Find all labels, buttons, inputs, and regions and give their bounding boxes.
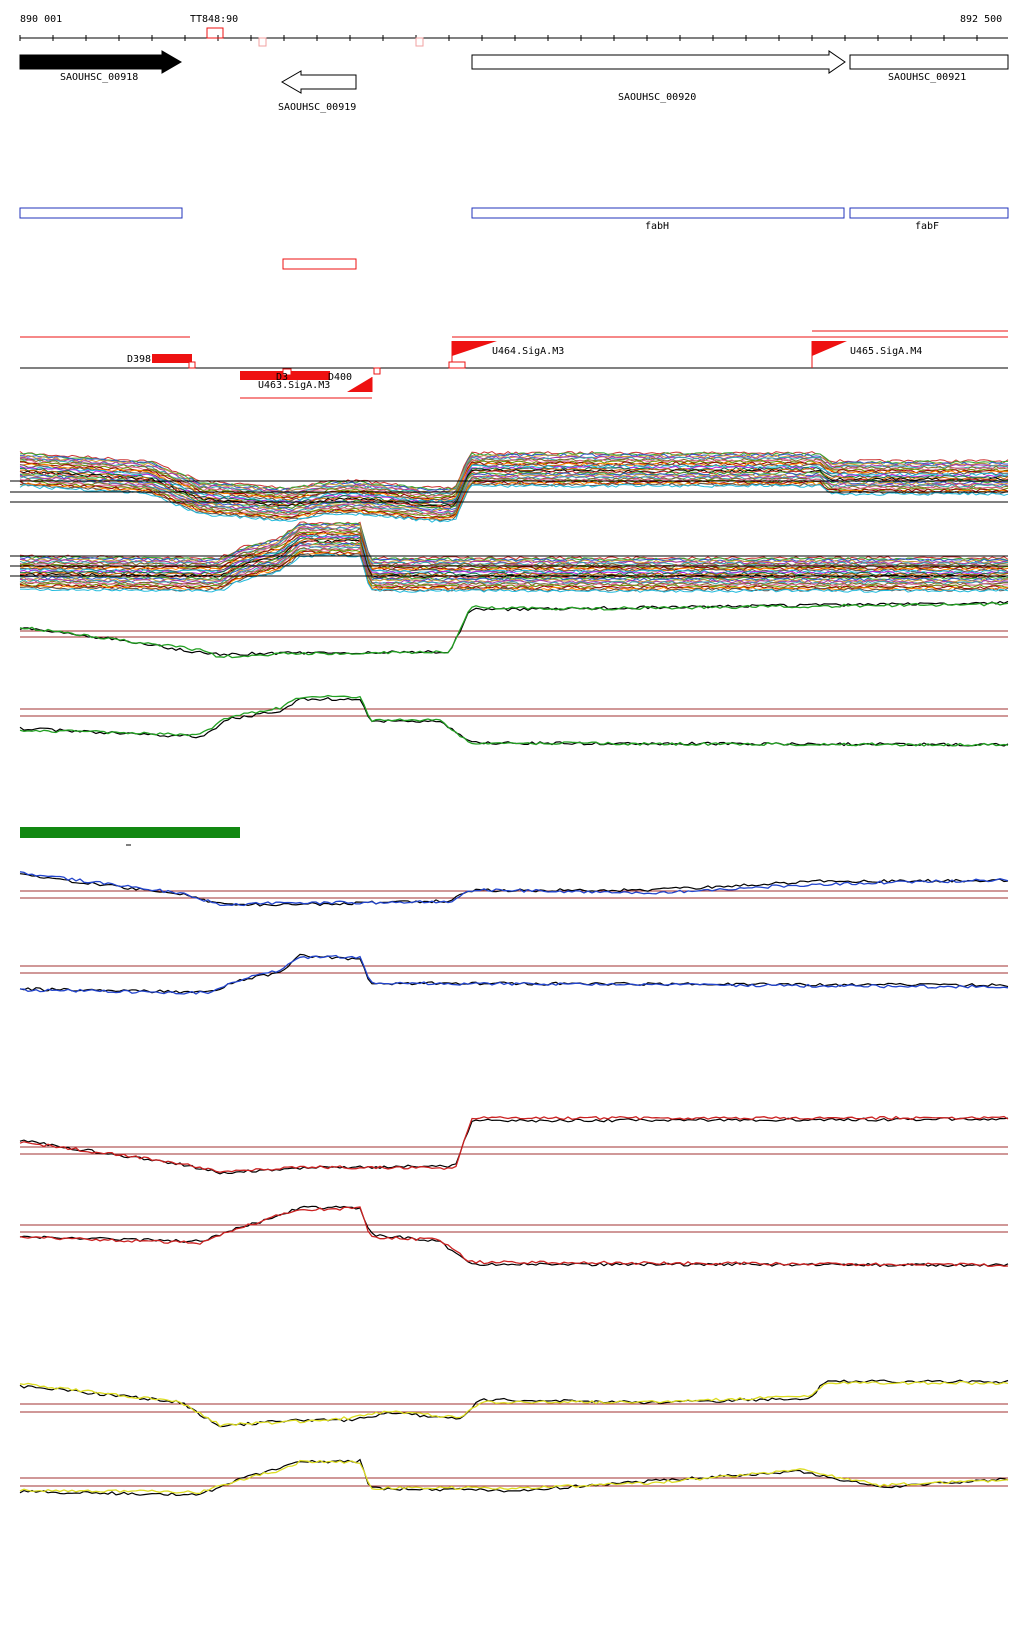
feature-tick: [282, 368, 292, 376]
expression-track-red-plus: [19, 1115, 1009, 1175]
gene-label: SAOUHSC_00918: [60, 72, 138, 83]
annotation-label-fabh: fabH: [645, 221, 669, 232]
series-line: [19, 474, 1009, 514]
series-line: [19, 527, 1009, 567]
series-line: [19, 1459, 1009, 1495]
annotation-box-fabh[interactable]: [471, 207, 845, 219]
promoter-u465-flag[interactable]: [812, 341, 847, 356]
expression-track-all-minus: [10, 521, 1009, 593]
series-line-control: [19, 1379, 1009, 1428]
series-line: [19, 464, 1009, 504]
series-line: [19, 524, 1009, 564]
feature-tick: [373, 367, 381, 375]
gene-saouhsc-00919[interactable]: SAOUHSC_00919: [278, 70, 357, 113]
annotation-box-fabf[interactable]: [849, 207, 1009, 219]
series-line-control: [19, 873, 1009, 907]
series-line: [19, 1115, 1009, 1173]
series-line: [19, 871, 1009, 907]
series-line-control: [19, 1205, 1009, 1268]
gene-saouhsc-00918[interactable]: SAOUHSC_00918: [19, 50, 182, 83]
series-line: [19, 602, 1009, 659]
coordinate-ruler: 890 001 892 500 TT848:90: [19, 14, 1008, 47]
ruler-end-label: 892 500: [960, 14, 1002, 25]
promoter-label-u464: U464.SigA.M3: [492, 346, 564, 357]
series-line: [19, 548, 1009, 588]
series-line: [19, 471, 1009, 511]
feature-label-d398: D398: [127, 354, 151, 365]
ruler-marker-label: TT848:90: [190, 14, 238, 25]
expression-track-red-minus: [19, 1205, 1009, 1268]
series-line: [19, 533, 1009, 573]
expression-track-blue-minus: [19, 953, 1009, 995]
series-line: [19, 545, 1009, 584]
series-line: [19, 543, 1008, 583]
series-line: [19, 522, 1009, 562]
gene-label: SAOUHSC_00920: [618, 92, 696, 103]
series-line: [19, 481, 1009, 521]
expression-track-green-minus: [19, 694, 1009, 747]
feature-tick: [448, 361, 466, 369]
series-line-control: [19, 1458, 1009, 1497]
expression-track-yellow-plus: [19, 1379, 1009, 1428]
series-line: [19, 521, 1009, 561]
feature-d398[interactable]: [152, 354, 192, 363]
ruler-marker-small[interactable]: [415, 37, 424, 47]
gene-saouhsc-00920[interactable]: SAOUHSC_00920: [471, 50, 846, 103]
series-line: [19, 954, 1009, 995]
series-line: [19, 551, 1009, 591]
annotation-label-fabf: fabF: [915, 221, 939, 232]
series-line: [19, 694, 1009, 747]
feature-tick: [188, 361, 196, 369]
expression-track-all-plus: [10, 450, 1009, 523]
gene-label: SAOUHSC_00921: [888, 72, 966, 83]
series-line: [19, 1206, 1009, 1267]
ruler-marker-small[interactable]: [258, 37, 267, 47]
series-line: [20, 553, 1009, 593]
series-line-control: [19, 1117, 1009, 1175]
series-line: [19, 1380, 1009, 1428]
series-line-control: [19, 697, 1009, 747]
green-scale-bar: [20, 827, 240, 838]
gene-label: SAOUHSC_00919: [278, 102, 356, 113]
ruler-marker-box[interactable]: [206, 27, 224, 39]
ruler-start-label: 890 001: [20, 14, 62, 25]
series-line: [19, 482, 1009, 522]
gene-track: SAOUHSC_00918 SAOUHSC_00919 SAOUHSC_0092…: [19, 50, 1009, 113]
gene-arrow-forward[interactable]: [471, 50, 846, 74]
feature-label-d400: D400: [328, 372, 352, 383]
series-line: [19, 526, 1009, 565]
series-line: [19, 534, 1009, 574]
gene-box[interactable]: [849, 54, 1009, 70]
promoter-label-u463: U463.SigA.M3: [258, 380, 330, 391]
feature-label-d3: D3: [276, 372, 288, 383]
feature-track: D398 D3 D400 U463.SigA.M3 U464.SigA.M3 U…: [20, 330, 1008, 399]
expression-track-blue-plus: [19, 871, 1009, 907]
annotation-box[interactable]: [19, 207, 183, 219]
expression-track-yellow-minus: [19, 1458, 1009, 1497]
gene-saouhsc-00921[interactable]: SAOUHSC_00921: [849, 54, 1009, 83]
expression-track-green-plus: [19, 600, 1009, 659]
gene-arrow-reverse[interactable]: [281, 70, 357, 94]
series-line: [19, 483, 1009, 523]
red-annotation-box[interactable]: [282, 258, 357, 270]
promoter-label-u465: U465.SigA.M4: [850, 346, 922, 357]
series-line-control: [19, 953, 1009, 994]
annotation-track: fabH fabF: [19, 207, 1009, 232]
promoter-u464-flag[interactable]: [452, 341, 497, 356]
series-line: [19, 523, 1009, 563]
series-line: [19, 532, 1009, 572]
gene-arrow-forward[interactable]: [19, 50, 182, 74]
expression-tracks: [10, 450, 1009, 1497]
series-line-control: [19, 600, 1009, 657]
promoter-u463-flag[interactable]: [347, 377, 372, 392]
